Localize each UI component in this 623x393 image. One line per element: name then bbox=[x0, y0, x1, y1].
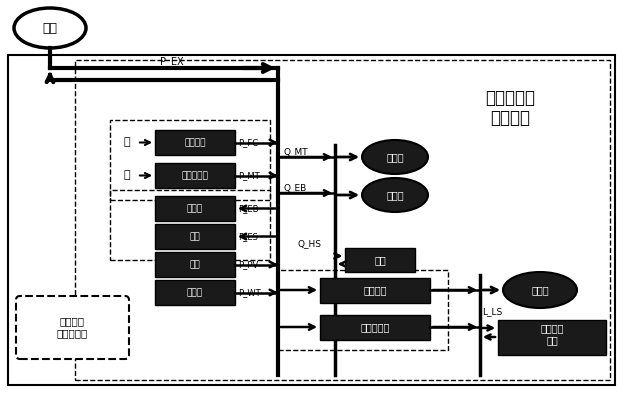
Bar bbox=[155, 252, 235, 277]
Bar bbox=[110, 190, 270, 260]
Text: 气: 气 bbox=[124, 171, 130, 180]
Ellipse shape bbox=[503, 272, 577, 308]
Bar bbox=[345, 248, 415, 272]
Bar bbox=[320, 278, 430, 303]
Bar bbox=[498, 320, 606, 355]
Bar bbox=[110, 120, 270, 200]
Text: 储热: 储热 bbox=[374, 255, 386, 265]
Text: P_MT: P_MT bbox=[238, 171, 260, 180]
Bar bbox=[8, 55, 615, 385]
Bar bbox=[75, 60, 610, 380]
Text: 综合能源
优化控制器: 综合能源 优化控制器 bbox=[56, 316, 88, 338]
Text: 燃料电池: 燃料电池 bbox=[184, 138, 206, 147]
Text: 气: 气 bbox=[124, 138, 130, 147]
Text: 微燃气轮机: 微燃气轮机 bbox=[181, 171, 209, 180]
Ellipse shape bbox=[14, 8, 86, 48]
Text: 配网: 配网 bbox=[42, 22, 57, 35]
Bar bbox=[155, 280, 235, 305]
Ellipse shape bbox=[362, 178, 428, 212]
Text: P_PV: P_PV bbox=[238, 260, 259, 269]
Text: P_FC: P_FC bbox=[238, 138, 258, 147]
Bar bbox=[155, 130, 235, 155]
Text: Q_HS: Q_HS bbox=[298, 239, 322, 248]
Bar bbox=[155, 163, 235, 188]
Text: 冷负荷: 冷负荷 bbox=[531, 285, 549, 295]
Bar bbox=[155, 196, 235, 221]
Text: L_LS: L_LS bbox=[482, 307, 502, 316]
Text: P_EX: P_EX bbox=[160, 57, 184, 68]
Text: 用户级综合
能源系统: 用户级综合 能源系统 bbox=[485, 88, 535, 127]
Bar bbox=[155, 224, 235, 249]
Bar bbox=[278, 270, 448, 350]
Text: 电锅炉: 电锅炉 bbox=[187, 204, 203, 213]
Ellipse shape bbox=[362, 140, 428, 174]
Text: P_ES: P_ES bbox=[238, 232, 258, 241]
Text: 储能: 储能 bbox=[189, 232, 201, 241]
Text: 风力机: 风力机 bbox=[187, 288, 203, 297]
Text: 制冷机组: 制冷机组 bbox=[363, 285, 387, 295]
FancyBboxPatch shape bbox=[16, 296, 129, 359]
Text: P_EB: P_EB bbox=[238, 204, 259, 213]
Text: 电制热装置: 电制热装置 bbox=[360, 322, 390, 332]
Bar bbox=[320, 315, 430, 340]
Text: 负荷调节
装置: 负荷调节 装置 bbox=[540, 323, 564, 345]
Text: Q_EB: Q_EB bbox=[283, 184, 307, 193]
Text: 光伏: 光伏 bbox=[189, 260, 201, 269]
Text: 热负荷: 热负荷 bbox=[386, 190, 404, 200]
Text: P_WT: P_WT bbox=[238, 288, 260, 297]
Text: 电负荷: 电负荷 bbox=[386, 152, 404, 162]
Text: Q_MT: Q_MT bbox=[283, 147, 308, 156]
